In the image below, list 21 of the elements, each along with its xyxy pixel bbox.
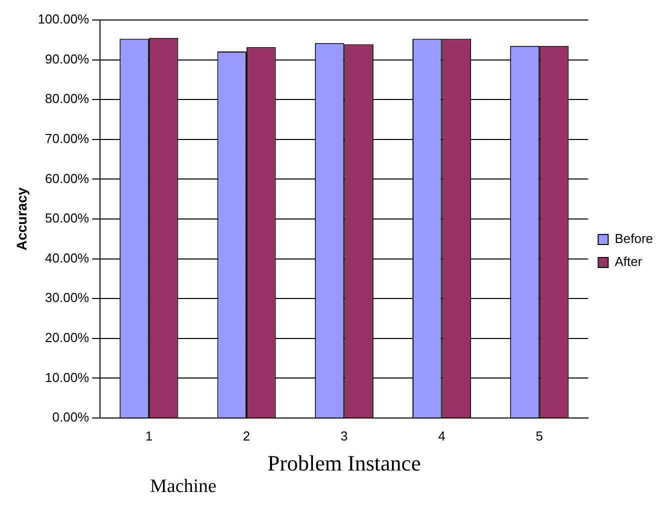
legend-label: Before: [614, 231, 654, 246]
y-tick-label: 50.00%: [45, 210, 90, 226]
legend-label: After: [614, 254, 643, 270]
y-tick-label: 40.00%: [45, 250, 90, 266]
y-axis-title: Accuracy: [13, 187, 30, 251]
y-tick-label: 90.00%: [45, 51, 90, 66]
y-tick-label: 0.00%: [52, 410, 90, 425]
x-tick-label: 3: [340, 428, 348, 444]
text: Machine: [150, 476, 216, 498]
y-tick-label: 30.00%: [45, 290, 90, 306]
y-tick-label: 10.00%: [45, 370, 90, 385]
x-axis-title: Problem Instance: [267, 450, 421, 476]
y-tick-label: 70.00%: [45, 130, 90, 146]
y-tick-label: 60.00%: [45, 170, 90, 186]
x-tick-label: 5: [536, 428, 544, 444]
y-tick-label: 80.00%: [45, 91, 90, 106]
x-tick-label: 4: [438, 428, 446, 444]
x-tick-label: 2: [242, 428, 250, 444]
y-tick-label: 20.00%: [45, 330, 90, 345]
y-tick-label: 100.00%: [38, 12, 90, 27]
x-tick-label: 1: [145, 428, 153, 444]
